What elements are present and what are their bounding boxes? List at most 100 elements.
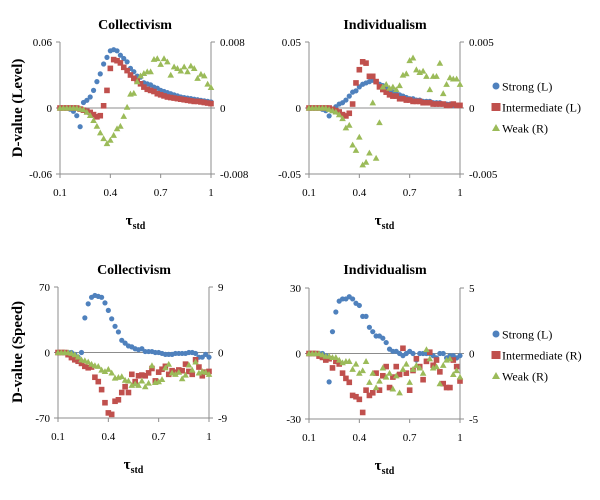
data-point (85, 301, 91, 307)
x-tick-label: 1 (206, 431, 212, 443)
data-point (85, 364, 91, 371)
data-point (182, 361, 189, 367)
y-tick-label-right: 0 (218, 348, 224, 360)
data-point (160, 55, 168, 62)
x-axis-label: τstd (124, 457, 144, 476)
data-point (419, 67, 427, 74)
y-tick-label-left: 0 (296, 349, 302, 361)
data-point (359, 367, 366, 374)
data-point (403, 97, 410, 103)
data-point (409, 54, 417, 61)
data-point (137, 81, 144, 87)
data-point (140, 70, 148, 76)
data-point (188, 98, 194, 104)
data-point (370, 329, 376, 335)
x-tick-label: 0.4 (101, 431, 115, 443)
y-tick-label-left: 70 (39, 282, 51, 294)
data-point (189, 371, 196, 378)
data-point (406, 387, 413, 393)
data-point (101, 61, 107, 67)
legend-marker-square-icon (491, 103, 501, 111)
data-point (168, 369, 176, 376)
data-point (430, 101, 436, 107)
data-point (208, 100, 214, 107)
data-point (456, 80, 464, 87)
data-point (363, 60, 369, 66)
data-point (164, 94, 171, 100)
data-point (151, 88, 157, 95)
data-point (440, 101, 447, 107)
data-point (112, 398, 118, 405)
data-point (100, 135, 107, 142)
data-point (372, 384, 380, 391)
data-point (196, 364, 202, 370)
data-point (131, 75, 137, 82)
data-point (390, 93, 396, 99)
data-point (177, 67, 185, 74)
data-point (108, 411, 115, 418)
y-tick-label-right: -0.005 (469, 169, 498, 181)
plot-area: 70 9 0 0 -70 -9 0.1 0.4 0.7 1 τstd (35, 282, 227, 476)
data-point (332, 108, 340, 115)
data-point (175, 368, 183, 375)
data-point (120, 64, 127, 71)
data-point (316, 353, 322, 359)
data-point (396, 371, 403, 378)
data-point (201, 99, 208, 106)
data-point (185, 361, 193, 368)
data-point (135, 372, 142, 379)
data-point (366, 379, 373, 385)
y-tick-label-left: 0 (47, 103, 53, 115)
y-tick-label-left: -0.05 (278, 169, 301, 181)
data-point (174, 95, 181, 102)
data-point (326, 355, 332, 362)
series-strong-l (55, 292, 212, 360)
data-point (346, 379, 353, 386)
data-point (115, 329, 121, 335)
data-point (83, 108, 91, 115)
data-point (102, 300, 108, 306)
data-point (326, 113, 332, 119)
data-point (410, 350, 416, 357)
data-point (75, 358, 81, 365)
data-point (339, 111, 346, 118)
chart-title: Collectivism (97, 263, 171, 278)
data-point (399, 365, 407, 372)
data-point (90, 87, 97, 93)
data-point (78, 349, 85, 356)
data-point (322, 357, 329, 363)
data-point (131, 380, 139, 387)
data-point (105, 365, 112, 372)
legend-item: Strong (L) (492, 80, 552, 94)
data-point (453, 75, 460, 82)
data-point (359, 161, 366, 168)
data-point (423, 346, 430, 353)
data-point (147, 87, 154, 94)
data-point (366, 324, 372, 330)
data-point (198, 99, 204, 105)
data-point (332, 354, 340, 361)
data-point (162, 364, 169, 371)
data-point (186, 368, 192, 375)
x-axis-label: τstd (375, 213, 395, 232)
data-point (369, 99, 377, 106)
data-point (142, 372, 149, 379)
data-point (80, 106, 87, 113)
legend-label: Strong (L) (502, 328, 552, 342)
data-point (108, 369, 115, 376)
y-tick-label-left: -70 (35, 413, 50, 425)
plot-area: 30 5 0 0 -30 -5 0.1 0.4 0.7 1 τstd (286, 283, 478, 477)
data-point (336, 361, 342, 367)
series-intermediate-r (306, 345, 463, 416)
legend-label: Weak (R) (502, 370, 548, 384)
data-point (333, 309, 339, 315)
data-point (379, 83, 387, 90)
legend-marker-circle-icon (492, 330, 500, 338)
data-point (345, 358, 353, 364)
data-point (343, 97, 349, 103)
data-point (436, 59, 444, 66)
data-point (117, 52, 123, 58)
data-point (359, 59, 366, 65)
data-point (157, 60, 164, 67)
data-point (120, 112, 128, 119)
